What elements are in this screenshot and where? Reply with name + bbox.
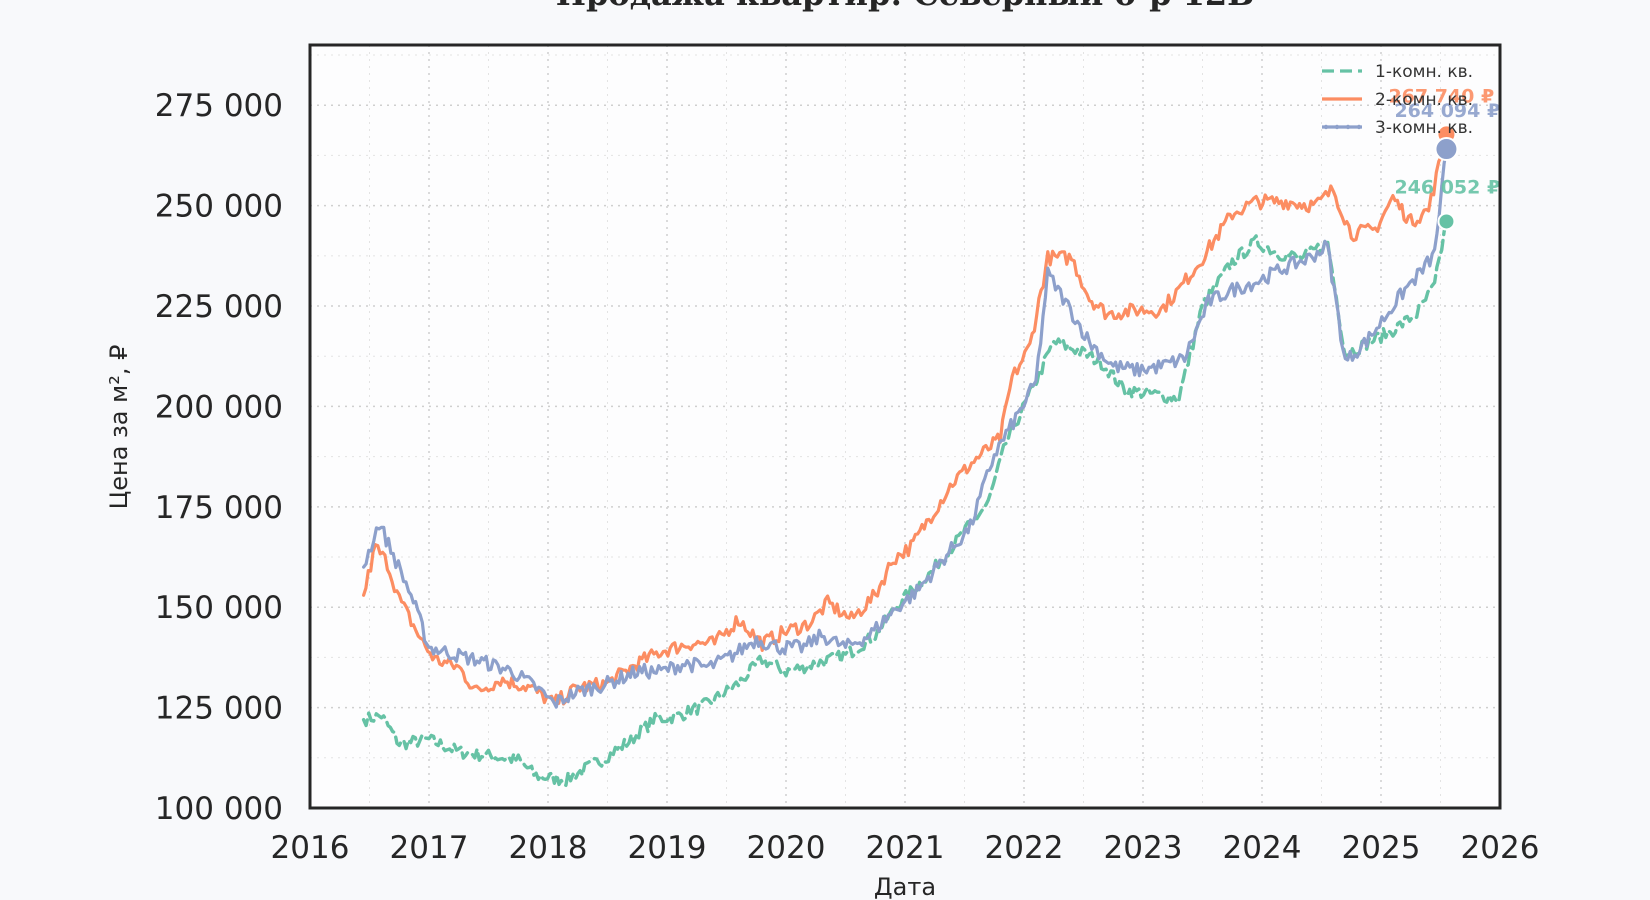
legend-label: 2-комн. кв. bbox=[1375, 90, 1473, 110]
x-tick-label: 2022 bbox=[985, 830, 1064, 866]
series-layer bbox=[361, 132, 1449, 787]
x-tick-label: 2017 bbox=[390, 830, 469, 866]
legend: 1-комн. кв. 2-комн. кв. 3-комн. кв. bbox=[1322, 62, 1473, 138]
y-tick-label: 225 000 bbox=[155, 289, 283, 325]
x-tick-label: 2021 bbox=[866, 830, 945, 866]
x-tick-label: 2016 bbox=[271, 830, 350, 866]
y-tick-label: 250 000 bbox=[155, 189, 283, 225]
x-tick-label: 2026 bbox=[1461, 830, 1540, 866]
series-line-3 bbox=[362, 147, 1448, 709]
y-tick-label: 100 000 bbox=[155, 791, 283, 827]
x-tick-label: 2023 bbox=[1104, 830, 1183, 866]
legend-item-2: 2-комн. кв. bbox=[1322, 90, 1473, 110]
legend-label: 3-комн. кв. bbox=[1375, 118, 1473, 138]
end-markers bbox=[1434, 124, 1459, 231]
y-tick-label: 125 000 bbox=[155, 691, 283, 727]
y-axis-label: Цена за м², ₽ bbox=[105, 345, 133, 510]
series-end-label-2: 267 740 ₽ bbox=[1388, 85, 1494, 107]
end-labels: 246 052 ₽ 267 740 ₽264 094 ₽ bbox=[1388, 85, 1500, 198]
y-tick-label: 150 000 bbox=[155, 590, 283, 626]
chart-title: Продажа квартир: Северный б-р 12В bbox=[556, 0, 1254, 13]
x-axis-label: Дата bbox=[874, 873, 936, 900]
x-tick-label: 2025 bbox=[1342, 830, 1421, 866]
x-tick-label: 2019 bbox=[628, 830, 707, 866]
series-end-point-1 bbox=[1437, 212, 1456, 231]
y-tick-label: 200 000 bbox=[155, 389, 283, 425]
y-tick-labels: 100 000 125 000 150 000 175 000 200 000 225 0… bbox=[155, 88, 283, 827]
series-end-point-3 bbox=[1434, 137, 1459, 162]
x-tick-labels: 2016 2017 2018 2019 2020 2021 2022 2023 2024 2025… bbox=[271, 830, 1540, 866]
legend-label: 1-комн. кв. bbox=[1375, 62, 1473, 82]
y-tick-label: 275 000 bbox=[155, 88, 283, 124]
x-tick-label: 2020 bbox=[747, 830, 826, 866]
series-end-label-1: 246 052 ₽ bbox=[1394, 176, 1500, 198]
y-tick-label: 175 000 bbox=[155, 490, 283, 526]
series-line-2 bbox=[362, 132, 1448, 706]
legend-item-3: 3-комн. кв. bbox=[1322, 118, 1473, 138]
x-tick-label: 2024 bbox=[1223, 830, 1302, 866]
legend-item-1: 1-комн. кв. bbox=[1322, 62, 1473, 82]
series-end-label-3: 264 094 ₽ bbox=[1394, 100, 1500, 122]
x-tick-label: 2018 bbox=[509, 830, 588, 866]
